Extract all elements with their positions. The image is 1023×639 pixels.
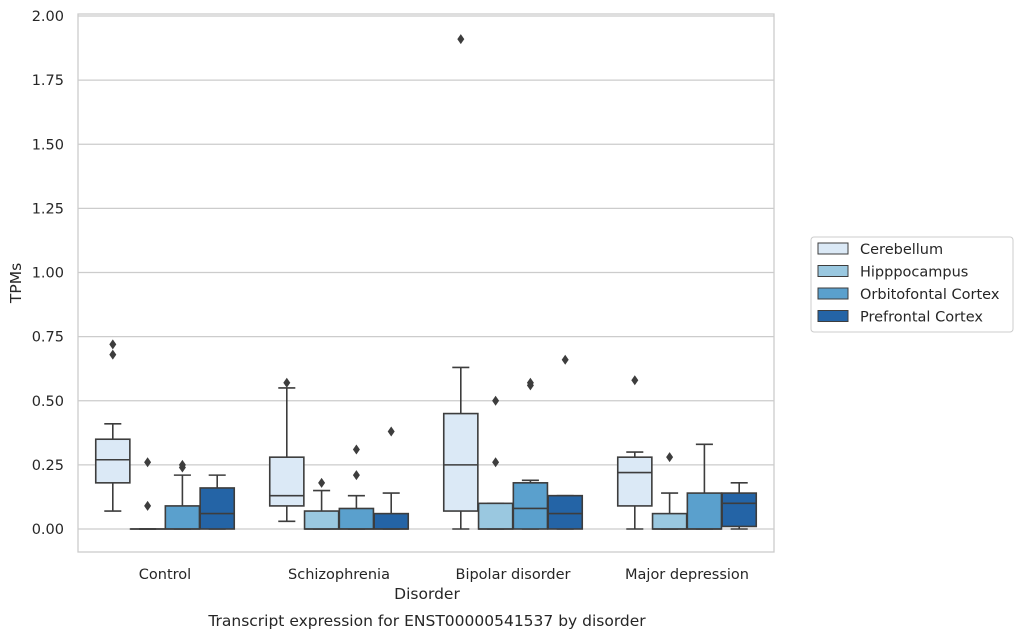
box-body xyxy=(686,492,723,530)
outlier-point xyxy=(492,395,500,406)
outlier-point xyxy=(352,444,360,455)
x-tick-label: Major depression xyxy=(625,567,749,583)
outlier-point xyxy=(457,34,465,45)
box-3-3 xyxy=(721,482,758,530)
box-2-1 xyxy=(477,395,514,530)
y-tick-label: 0.00 xyxy=(32,522,64,538)
box-0-1 xyxy=(129,457,166,530)
box-body xyxy=(164,505,201,530)
box-0-2 xyxy=(164,459,201,530)
y-tick-label: 1.50 xyxy=(32,137,64,153)
box-body xyxy=(442,412,479,512)
x-tick-label: Bipolar disorder xyxy=(456,567,571,583)
y-tick-label: 1.25 xyxy=(32,201,64,217)
box-2-3 xyxy=(547,354,584,530)
box-1-0 xyxy=(268,377,305,523)
box-body xyxy=(303,510,340,530)
outlier-point xyxy=(352,470,360,481)
legend-swatch xyxy=(817,242,849,255)
outlier-point xyxy=(144,500,152,511)
outlier-point xyxy=(109,349,117,360)
boxes xyxy=(94,34,758,530)
gridlines xyxy=(78,15,774,530)
box-0-3 xyxy=(199,474,236,530)
x-tick-label: Schizophrenia xyxy=(288,567,390,583)
box-body xyxy=(616,456,653,507)
box-2-2 xyxy=(512,377,549,530)
box-body xyxy=(547,494,584,530)
legend-frame xyxy=(810,236,1014,333)
outlier-point xyxy=(666,452,674,463)
outlier-point xyxy=(283,377,291,388)
outlier-point xyxy=(561,354,569,365)
box-body xyxy=(373,512,410,530)
y-tick-label: 0.75 xyxy=(32,330,64,346)
x-axis-ticks: Control Schizophrenia Bipolar disorder Majo… xyxy=(139,567,749,583)
box-body xyxy=(512,482,549,530)
legend-swatch xyxy=(817,287,849,300)
legend: Cerebellum Hipppocampus Orbitofontal Corte… xyxy=(810,236,1014,333)
box-body xyxy=(268,456,305,507)
outlier-point xyxy=(144,457,152,468)
legend-label: Hipppocampus xyxy=(860,265,968,281)
box-0-0 xyxy=(94,339,131,512)
y-tick-label: 1.75 xyxy=(32,73,64,89)
box-body xyxy=(199,487,236,530)
y-tick-label: 0.25 xyxy=(32,458,64,474)
box-body xyxy=(651,512,688,530)
outlier-point xyxy=(318,477,326,488)
plot-area-frame xyxy=(77,13,775,553)
legend-swatch xyxy=(817,265,849,277)
box-body xyxy=(477,502,514,530)
box-1-3 xyxy=(373,426,410,530)
legend-swatch xyxy=(817,310,849,322)
legend-label: Orbitofontal Cortex xyxy=(860,287,1000,303)
chart-caption: Transcript expression for ENST0000054153… xyxy=(207,612,646,630)
box-1-2 xyxy=(338,444,375,530)
outlier-point xyxy=(492,457,500,468)
y-tick-label: 0.50 xyxy=(32,394,64,410)
outlier-point xyxy=(631,375,639,386)
box-1-1 xyxy=(303,477,340,530)
y-tick-label: 2.00 xyxy=(32,9,64,25)
legend-label: Prefrontal Cortex xyxy=(860,310,983,326)
outlier-point xyxy=(526,380,534,391)
outlier-point xyxy=(178,459,186,470)
box-body xyxy=(338,507,375,530)
box-body xyxy=(94,438,131,484)
y-tick-label: 1.00 xyxy=(32,266,64,282)
y-axis-title: TPMs xyxy=(7,263,25,304)
box-2-0 xyxy=(442,34,479,530)
y-axis-ticks: 0.00 0.25 0.50 0.75 1.00 1.25 1.50 1.75 2.00 xyxy=(32,9,64,538)
box-3-0 xyxy=(616,375,653,530)
box-3-2 xyxy=(686,443,723,530)
legend-label: Cerebellum xyxy=(860,242,943,258)
box-3-1 xyxy=(651,452,688,530)
box-body xyxy=(721,492,758,528)
outlier-point xyxy=(109,339,117,350)
x-axis-title: Disorder xyxy=(394,585,460,603)
x-tick-label: Control xyxy=(139,567,191,583)
outlier-point xyxy=(387,426,395,437)
